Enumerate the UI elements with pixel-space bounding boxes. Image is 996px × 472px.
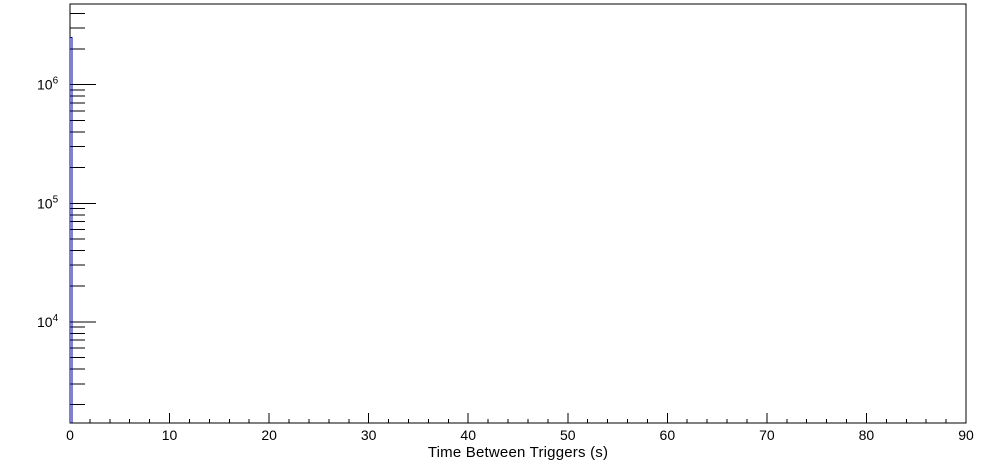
x-tick-label: 80 [859,427,875,443]
x-tick-label: 30 [361,427,377,443]
y-tick-label: 106 [37,76,59,93]
x-tick-label: 60 [660,427,676,443]
x-tick-label: 10 [162,427,178,443]
x-tick-label: 50 [560,427,576,443]
y-tick-exponent: 5 [53,194,59,205]
x-axis-title: Time Between Triggers (s) [427,444,609,461]
x-tick-label: 70 [759,427,775,443]
x-tick-label: 20 [261,427,277,443]
x-tick-label: 0 [66,427,74,443]
y-tick-exponent: 4 [53,313,59,324]
y-tick-mantissa: 10 [37,195,53,211]
y-tick-label: 104 [37,313,59,330]
x-tick-label: 90 [958,427,974,443]
plot-frame [69,3,967,424]
y-tick-mantissa: 10 [37,314,53,330]
x-tick-label: 40 [460,427,476,443]
y-tick-mantissa: 10 [37,77,53,93]
histogram-spike [69,37,73,423]
y-tick-exponent: 6 [53,76,59,87]
y-tick-label: 105 [37,194,59,211]
